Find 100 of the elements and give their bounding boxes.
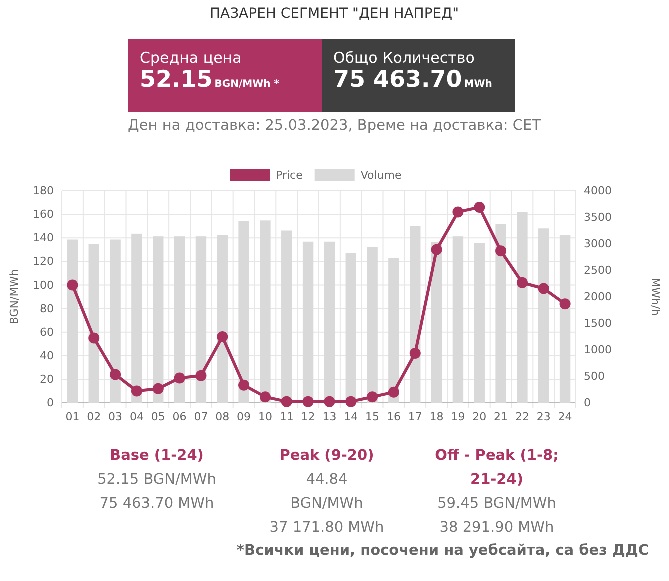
text: Peak (9-20) xyxy=(278,447,376,466)
point xyxy=(346,396,357,408)
x-tick-label: 02 xyxy=(87,410,102,424)
text: 75 463.70 xyxy=(334,67,462,93)
bar xyxy=(474,243,485,403)
bar xyxy=(217,234,228,403)
point xyxy=(260,392,271,403)
x-tick-label: 21 xyxy=(494,410,508,424)
point xyxy=(538,283,550,294)
point xyxy=(474,202,486,213)
text: 38 291.90 MWh xyxy=(438,519,556,538)
bar xyxy=(238,221,250,403)
bar xyxy=(388,258,400,403)
point xyxy=(560,298,571,310)
text: 52.15 BGN/MWh xyxy=(96,471,218,490)
bar xyxy=(174,236,186,403)
x-tick-label: 23 xyxy=(536,410,551,424)
x-tick-label: 14 xyxy=(344,410,358,424)
chart-subtitle: Ден на доставка: 25.03.2023, Време на доставка: CET xyxy=(127,118,542,134)
legend-label: Volume xyxy=(360,169,402,182)
y2-tick-label: 3000 xyxy=(584,238,612,251)
bar xyxy=(517,212,528,403)
point xyxy=(174,372,186,384)
x-tick-label: 16 xyxy=(386,410,401,424)
y-tick-label: 20 xyxy=(40,372,54,386)
point xyxy=(452,206,464,218)
y2-tick-label: 1000 xyxy=(584,344,612,357)
bar xyxy=(110,240,121,403)
point xyxy=(367,392,378,403)
text: MWh xyxy=(464,79,492,90)
text: BGN/MWh * xyxy=(214,79,280,90)
point xyxy=(67,280,78,291)
y2-tick-label: 500 xyxy=(584,370,605,384)
y-tick-label: 160 xyxy=(33,208,54,222)
point xyxy=(516,277,528,288)
point xyxy=(196,370,207,382)
y-tick-label: 180 xyxy=(33,184,54,198)
x-tick-label: 10 xyxy=(258,410,272,424)
y-tick-label: 80 xyxy=(40,302,54,316)
x-tick-label: 12 xyxy=(301,410,316,424)
text: 52.15 xyxy=(140,67,213,93)
point xyxy=(302,396,314,408)
bar xyxy=(88,244,100,403)
point xyxy=(496,246,507,257)
x-tick-label: 18 xyxy=(430,410,444,424)
point xyxy=(324,396,336,408)
point xyxy=(110,369,122,380)
y2-tick-label: 3500 xyxy=(584,211,612,224)
bar xyxy=(132,234,142,403)
y2-tick-label: 1500 xyxy=(584,317,612,330)
y-tick-label: 100 xyxy=(33,278,54,292)
y-tick-label: 60 xyxy=(40,326,54,339)
y2-tick-label: 4000 xyxy=(584,184,612,198)
point xyxy=(431,244,442,256)
text: 59.45 BGN/MWh xyxy=(436,495,558,514)
chart-title: ПАЗАРЕН СЕГМЕНТ "ДЕН НАПРЕД" xyxy=(208,6,460,22)
y-tick-label: 120 xyxy=(33,255,54,268)
x-tick-label: 11 xyxy=(280,410,294,424)
bar xyxy=(431,242,442,403)
point xyxy=(131,386,142,397)
y-axis-title: BGN/MWh xyxy=(8,269,21,325)
text: *Всички цени, посочени на уебсайта, са без ДДС xyxy=(236,543,649,559)
legend-label: Price xyxy=(276,169,304,182)
x-tick-label: 20 xyxy=(472,410,487,424)
text: 44.84 BGN/MWh xyxy=(290,471,364,514)
y-tick-label: 40 xyxy=(40,349,54,362)
y2-tick-label: 2500 xyxy=(584,264,612,278)
point xyxy=(152,383,164,394)
text: Средна цена xyxy=(140,49,243,67)
text: Общо Количество xyxy=(334,49,476,67)
text: Off - Peak (1-8; 21-24) xyxy=(434,447,560,490)
x-tick-label: 13 xyxy=(322,410,337,424)
x-tick-label: 08 xyxy=(216,410,230,424)
bar xyxy=(560,236,571,403)
y2-axis-title: MWh/h xyxy=(649,278,662,316)
x-tick-label: 07 xyxy=(194,410,208,424)
x-tick-label: 17 xyxy=(408,410,422,424)
bar xyxy=(67,240,78,403)
x-tick-label: 09 xyxy=(237,410,252,424)
point xyxy=(410,348,421,360)
x-tick-label: 04 xyxy=(130,410,144,424)
text: 75 463.70 MWh xyxy=(98,495,216,514)
x-tick-label: 24 xyxy=(558,410,572,424)
point xyxy=(388,386,400,398)
bar xyxy=(496,224,506,403)
y-tick-label: 0 xyxy=(47,396,54,410)
bar xyxy=(452,236,464,403)
point xyxy=(281,396,292,408)
bar xyxy=(367,247,378,403)
x-tick-label: 15 xyxy=(366,410,380,424)
x-tick-label: 19 xyxy=(451,410,466,424)
bar xyxy=(538,228,550,403)
point xyxy=(88,332,100,344)
y-tick-label: 140 xyxy=(33,232,54,245)
bar xyxy=(153,236,164,403)
y2-tick-label: 2000 xyxy=(584,290,612,304)
text: Base (1-24) xyxy=(109,447,205,466)
x-tick-label: 01 xyxy=(66,410,80,424)
bar xyxy=(196,236,207,403)
y2-tick-label: 0 xyxy=(584,396,591,410)
